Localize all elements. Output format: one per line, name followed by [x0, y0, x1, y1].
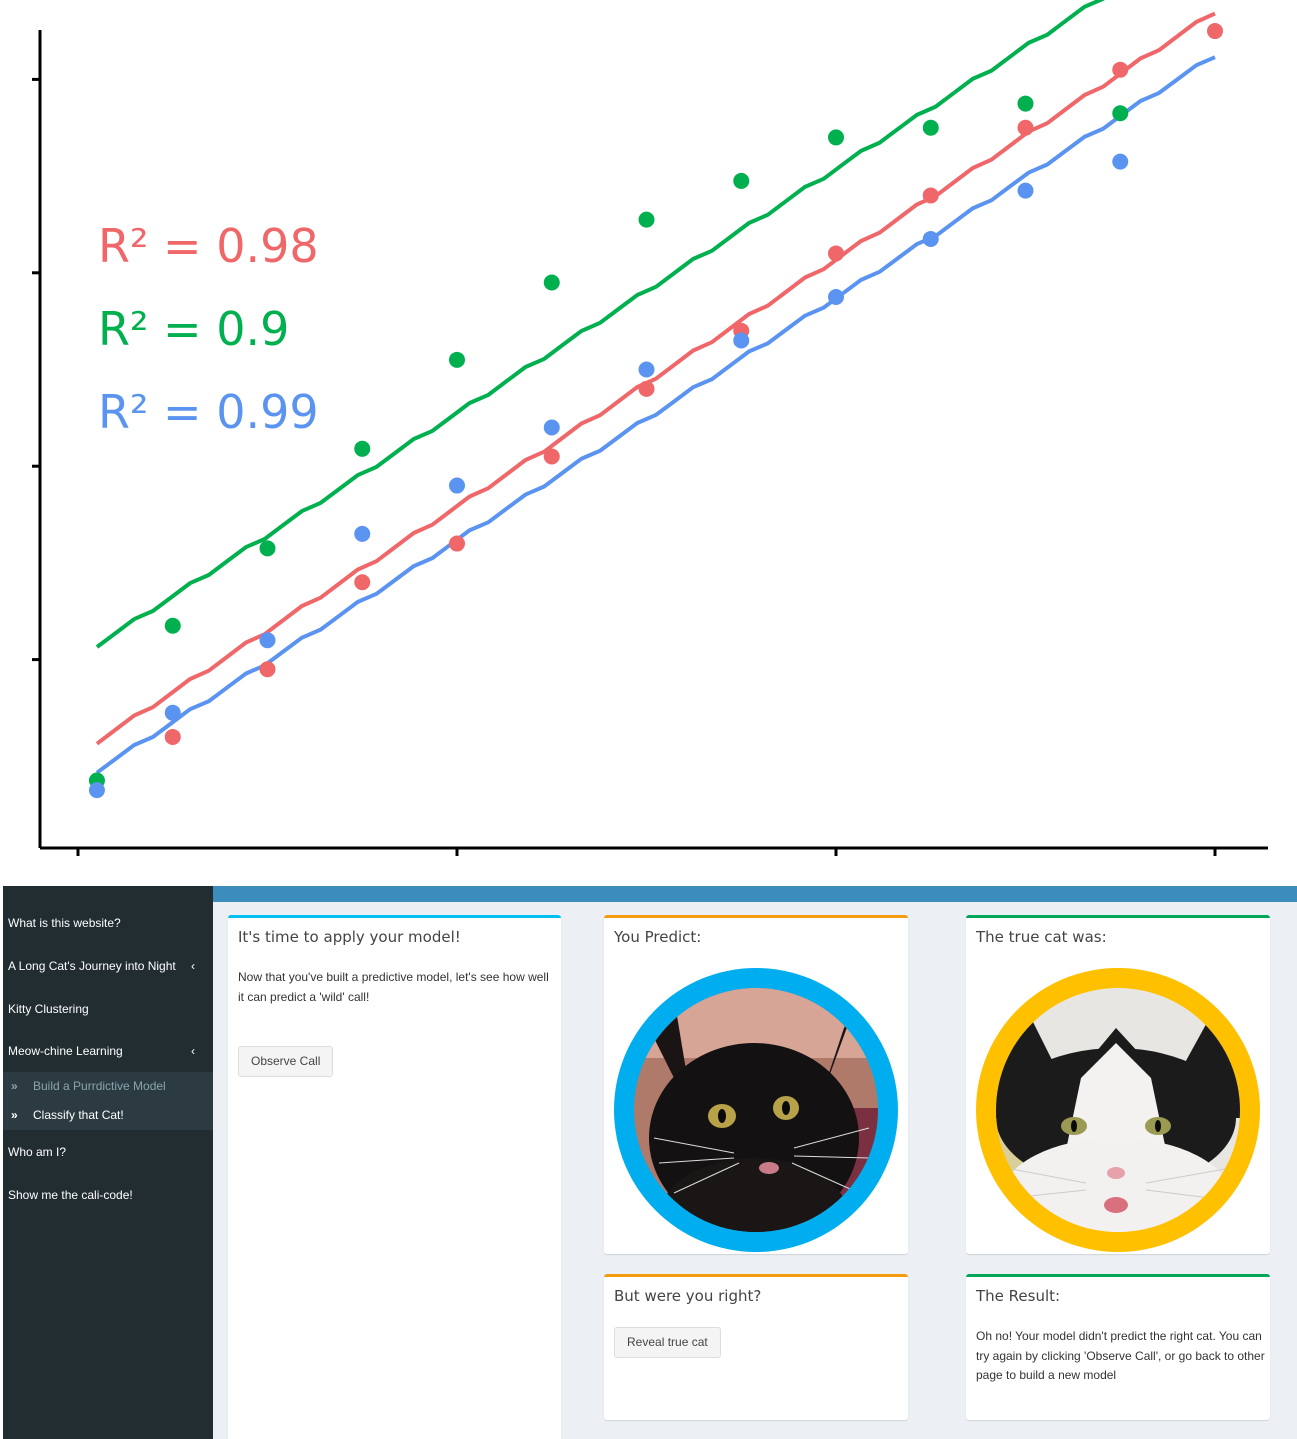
red-data-point	[543, 448, 560, 465]
predicted-cat-image	[614, 968, 898, 1252]
green-data-point	[1112, 105, 1129, 122]
sidebar-item-who-am-i[interactable]: Who am I?	[3, 1132, 213, 1172]
red-data-point	[1017, 119, 1034, 136]
sidebar-item-long-cats-journey[interactable]: A Long Cat's Journey into Night ‹	[3, 946, 213, 986]
sidebar-item-label: What is this website?	[8, 916, 121, 930]
tuxedo-cat-icon	[996, 988, 1240, 1232]
sidebar-subitem-build-model[interactable]: » Build a Purrdictive Model	[3, 1072, 213, 1101]
reveal-true-cat-button[interactable]: Reveal true cat	[614, 1327, 721, 1358]
blue-fit-line	[95, 55, 1216, 775]
sidebar-item-label: Who am I?	[8, 1145, 67, 1159]
red-data-point	[1112, 61, 1129, 78]
result-box: The Result: Oh no! Your model didn't pre…	[966, 1274, 1270, 1420]
blue-data-point	[828, 288, 844, 305]
green-data-point	[828, 129, 844, 146]
header-bar	[213, 886, 1297, 902]
result-text: Oh no! Your model didn't predict the rig…	[976, 1329, 1265, 1382]
sidebar-subitem-label: Build a Purrdictive Model	[33, 1079, 166, 1093]
green-fit-line	[95, 0, 1105, 649]
blue-data-point	[638, 361, 655, 378]
green-data-point	[259, 540, 276, 557]
box-text: Now that you've built a predictive model…	[238, 970, 549, 1004]
blue-data-point	[922, 230, 939, 247]
sidebar-subitem-label: Classify that Cat!	[33, 1108, 124, 1122]
double-chevron-right-icon: »	[11, 1108, 18, 1122]
green-data-point	[922, 119, 939, 136]
blue-data-point	[354, 525, 371, 542]
sidebar: What is this website? A Long Cat's Journ…	[3, 886, 213, 1439]
blue-data-point	[1017, 182, 1034, 199]
blue-data-point	[88, 782, 105, 799]
blue-data-point	[164, 704, 181, 721]
double-chevron-right-icon: »	[11, 1079, 18, 1093]
red-data-point	[922, 187, 939, 204]
red-data-point	[259, 661, 276, 678]
sidebar-item-label: Meow-chine Learning	[8, 1044, 123, 1058]
sidebar-item-what-is-this-website[interactable]: What is this website?	[3, 903, 213, 943]
red-data-point	[354, 574, 371, 591]
sidebar-item-meow-chine-learning[interactable]: Meow-chine Learning ‹	[3, 1031, 213, 1071]
sidebar-logo	[3, 886, 213, 902]
box-title: The Result:	[976, 1287, 1061, 1305]
green-data-point	[449, 351, 465, 368]
r-squared-annotation: R² = 0.99	[98, 385, 319, 439]
shiny-dashboard: What is this website? A Long Cat's Journ…	[3, 886, 1297, 1439]
green-data-point	[638, 211, 655, 228]
blue-data-point	[1112, 153, 1129, 170]
true-cat-box: The true cat was:	[966, 915, 1270, 1254]
chevron-left-icon: ‹	[191, 1044, 195, 1058]
sidebar-item-kitty-clustering[interactable]: Kitty Clustering	[3, 989, 213, 1029]
blue-data-point	[543, 419, 560, 436]
green-data-point	[1017, 95, 1034, 112]
chevron-left-icon: ‹	[191, 959, 195, 973]
sidebar-item-label: Show me the cali-code!	[8, 1188, 133, 1202]
box-title: The true cat was:	[976, 928, 1107, 946]
box-title: You Predict:	[614, 928, 702, 946]
blue-data-point	[733, 332, 750, 349]
green-data-point	[164, 617, 181, 634]
red-data-point	[164, 728, 181, 745]
reveal-box: But were you right? Reveal true cat	[604, 1274, 908, 1420]
red-data-point	[638, 380, 655, 397]
sidebar-subitem-classify-cat[interactable]: » Classify that Cat!	[3, 1101, 213, 1130]
red-data-point	[828, 245, 844, 262]
red-data-point	[449, 535, 465, 552]
observe-call-button[interactable]: Observe Call	[238, 1046, 334, 1077]
sidebar-item-show-code[interactable]: Show me the cali-code!	[3, 1175, 213, 1215]
r-squared-annotation: R² = 0.98	[98, 219, 319, 273]
green-data-point	[354, 440, 371, 457]
blue-data-point	[449, 477, 465, 494]
r-squared-annotation: R² = 0.9	[98, 302, 289, 356]
true-cat-image	[976, 968, 1260, 1252]
black-cat-icon	[634, 988, 878, 1232]
green-data-point	[543, 274, 560, 291]
regression-chart: R² = 0.98 R² = 0.9 R² = 0.99	[32, 0, 1268, 856]
chart-svg: R² = 0.98 R² = 0.9 R² = 0.99	[32, 0, 1268, 856]
predict-box: You Predict:	[604, 915, 908, 1254]
box-title: It's time to apply your model!	[238, 928, 461, 946]
sidebar-item-label: A Long Cat's Journey into Night	[8, 959, 176, 973]
sidebar-item-label: Kitty Clustering	[8, 1002, 89, 1016]
box-title: But were you right?	[614, 1287, 762, 1305]
green-data-point	[733, 172, 750, 189]
red-data-point	[1207, 23, 1223, 40]
apply-model-box: It's time to apply your model! Now that …	[228, 915, 561, 1439]
blue-data-point	[259, 632, 276, 649]
